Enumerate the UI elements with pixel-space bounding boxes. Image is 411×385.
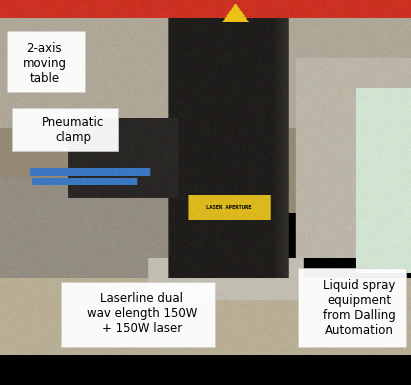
FancyBboxPatch shape <box>298 268 406 348</box>
Text: LASER APERTURE: LASER APERTURE <box>206 205 252 210</box>
FancyBboxPatch shape <box>7 31 85 92</box>
FancyBboxPatch shape <box>12 108 118 151</box>
Text: Pneumatic
clamp: Pneumatic clamp <box>42 117 104 144</box>
FancyBboxPatch shape <box>61 282 215 348</box>
Text: 2-axis
moving
table: 2-axis moving table <box>22 42 67 85</box>
Text: Liquid spray
equipment
from Dalling
Automation: Liquid spray equipment from Dalling Auto… <box>323 279 396 337</box>
Text: Laserline dual
wav elength 150W
+ 150W laser: Laserline dual wav elength 150W + 150W l… <box>87 292 197 335</box>
